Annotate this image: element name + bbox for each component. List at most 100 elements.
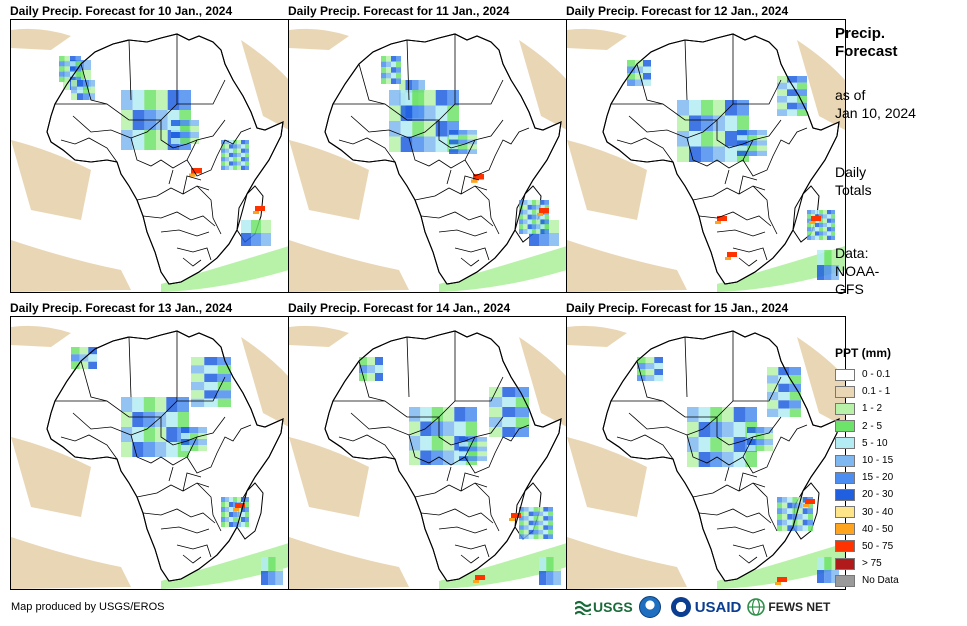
country-border — [686, 119, 782, 169]
rain-cell — [191, 382, 205, 391]
rain-cell — [447, 121, 459, 137]
rain-cell — [544, 219, 549, 225]
rain-cell — [217, 398, 231, 407]
country-border — [358, 331, 456, 402]
rain-cell — [778, 408, 790, 417]
rain-cell — [823, 235, 827, 240]
rain-cell — [221, 157, 225, 162]
drizzle-area — [11, 240, 131, 292]
rain-cell — [489, 397, 503, 407]
rain-cell — [459, 451, 469, 457]
rain-cell — [548, 525, 553, 530]
rain-cell — [229, 148, 233, 153]
rain-cell — [241, 220, 251, 233]
rain-cell — [467, 139, 477, 145]
rain-cell — [787, 525, 793, 531]
rain-cell — [233, 140, 237, 145]
drizzle-area — [567, 537, 687, 589]
rain-cell — [241, 152, 245, 158]
rain-cell — [787, 508, 793, 514]
rain-cell — [536, 229, 541, 234]
rain-cell — [787, 519, 793, 526]
rain-cell — [627, 60, 635, 67]
heavy-rain-spot — [189, 173, 196, 177]
country-border — [338, 137, 396, 163]
rain-cell — [819, 231, 823, 236]
country-border — [338, 434, 396, 460]
rain-cell — [71, 354, 80, 362]
heavy-rain-spot — [539, 208, 549, 213]
country-border — [446, 169, 480, 195]
rain-cell — [725, 100, 737, 116]
rain-cell — [221, 512, 225, 517]
rain-cell — [396, 67, 401, 73]
rain-cell — [767, 392, 779, 401]
rain-cell — [831, 265, 839, 280]
rain-cell — [777, 102, 787, 110]
rain-cell — [831, 210, 835, 215]
rain-cell — [225, 522, 229, 527]
rain-cell — [181, 433, 190, 439]
rain-cell — [792, 514, 798, 520]
rain-cell — [64, 71, 70, 77]
country-border — [408, 416, 504, 466]
country-border — [60, 434, 118, 460]
rain-cell — [396, 61, 401, 68]
rain-cell — [225, 502, 229, 507]
rain-cell — [778, 400, 790, 409]
rain-cell — [544, 224, 549, 230]
rain-cell — [807, 231, 811, 236]
precip-map — [288, 316, 568, 590]
usgs-wordmark: USGS — [593, 599, 633, 615]
legend-label: 10 - 15 — [862, 455, 894, 467]
rain-cell — [519, 224, 524, 230]
rain-cell — [802, 514, 808, 520]
legend-item: 50 - 75 — [835, 538, 955, 555]
rain-cell — [180, 132, 190, 138]
rain-cell — [792, 497, 798, 503]
rain-cell — [431, 407, 443, 422]
rain-cell — [527, 204, 532, 210]
rain-cell — [797, 82, 807, 90]
africa-precip-map — [567, 28, 845, 292]
usaid-seal-icon — [670, 597, 691, 617]
rain-cell — [400, 136, 413, 152]
globe-icon — [747, 598, 766, 616]
rain-cell — [166, 412, 178, 427]
rain-cell — [533, 534, 539, 539]
rain-cell — [543, 529, 549, 535]
africa-precip-map — [11, 28, 289, 292]
rain-cell — [237, 140, 241, 145]
rain-cell — [77, 86, 83, 94]
rain-cell — [241, 140, 245, 145]
totals-line: Daily — [835, 164, 867, 180]
precip-map — [566, 19, 846, 293]
rain-cell — [191, 365, 205, 374]
rain-cell — [477, 451, 487, 457]
rain-cell — [75, 66, 81, 72]
rain-cell — [811, 235, 815, 240]
rain-cell — [189, 132, 199, 138]
rain-cell — [233, 165, 237, 170]
rain-cell — [225, 157, 229, 162]
legend-item: 5 - 10 — [835, 435, 955, 452]
rain-cluster — [637, 357, 663, 381]
heavy-rain-spot — [475, 575, 485, 580]
legend-item: 0.1 - 1 — [835, 383, 955, 400]
rain-cell — [189, 445, 199, 451]
rain-cell — [627, 66, 635, 73]
rain-cell — [523, 511, 529, 517]
light-rain-area — [161, 246, 289, 292]
rain-cell — [89, 93, 95, 100]
rain-cell — [540, 224, 545, 230]
rain-cell — [807, 508, 813, 514]
rain-cluster — [817, 250, 839, 280]
rain-cell — [515, 387, 529, 397]
rain-cell — [643, 66, 651, 73]
rain-cell — [527, 229, 532, 234]
country-border — [454, 544, 490, 564]
rain-cell — [777, 508, 783, 514]
noaa-logo — [638, 596, 665, 618]
rain-cell — [245, 507, 249, 512]
rain-cell — [144, 90, 156, 110]
